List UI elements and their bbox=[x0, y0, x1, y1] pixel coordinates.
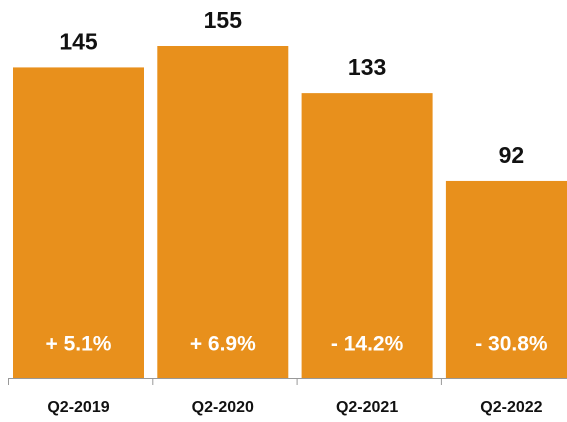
change-label: - 30.8% bbox=[475, 333, 548, 356]
value-label: 133 bbox=[348, 54, 386, 80]
x-tick-label: Q2-2020 bbox=[192, 399, 254, 416]
x-tick-label: Q2-2021 bbox=[336, 399, 398, 416]
value-label: 145 bbox=[59, 28, 98, 54]
bar bbox=[13, 67, 144, 378]
change-label: + 6.9% bbox=[190, 333, 256, 356]
x-tick-label: Q2-2022 bbox=[480, 399, 542, 416]
value-label: 92 bbox=[499, 142, 525, 168]
change-label: - 14.2% bbox=[331, 333, 404, 356]
x-tick-label: Q2-2019 bbox=[47, 399, 109, 416]
value-label: 155 bbox=[204, 7, 243, 33]
change-label: + 5.1% bbox=[46, 333, 112, 356]
bar bbox=[301, 93, 433, 378]
bar bbox=[445, 180, 567, 378]
bar bbox=[157, 46, 289, 378]
